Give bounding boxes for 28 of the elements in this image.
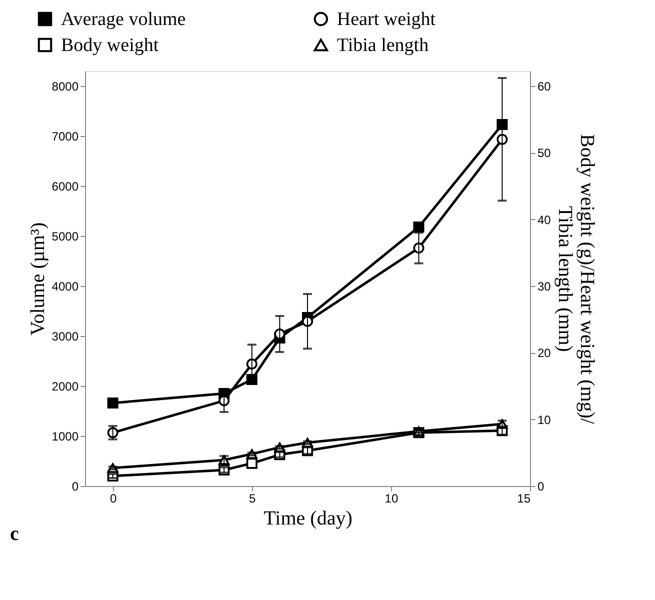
x-tick-label: 15: [517, 492, 531, 506]
y2-tick-label: 10: [538, 412, 552, 427]
legend-label: Tibia length: [336, 35, 430, 56]
text: c: [10, 523, 19, 545]
y-axis-title: Volume (µm³): [26, 222, 49, 336]
y2-tick-label: 60: [538, 80, 552, 94]
y-tick-label: 8000: [52, 80, 79, 94]
y-tick-label: 3000: [52, 330, 79, 344]
x-tick-label: 10: [384, 492, 398, 506]
y2-tick-label: 40: [538, 212, 552, 227]
legend-label: Heart weight: [336, 9, 436, 30]
legend-label: Body weight: [61, 35, 160, 56]
y-tick-label: 7000: [52, 130, 79, 144]
y-tick-label: 4000: [52, 280, 79, 294]
x-tick-label: 0: [110, 492, 117, 506]
y2-axis-title: Body weight (g)/Heart weight (mg)/ Tibia length (mm): [554, 134, 598, 424]
x-axis-title: Time (day): [264, 508, 352, 530]
legend-label: Average volume: [61, 9, 186, 30]
y-tick-label: 2000: [52, 380, 79, 394]
x-tick-label: 5: [249, 492, 256, 506]
y2-tick-label: 50: [538, 146, 552, 160]
y-tick-label: 0: [72, 480, 79, 494]
y-tick-label: 6000: [52, 180, 79, 194]
y-tick-label: 5000: [52, 230, 79, 244]
y2-tick-label: 30: [538, 280, 552, 294]
y-tick-label: 1000: [52, 430, 79, 444]
y2-tick-label: 0: [538, 480, 544, 494]
y2-tick-label: 20: [538, 346, 552, 360]
